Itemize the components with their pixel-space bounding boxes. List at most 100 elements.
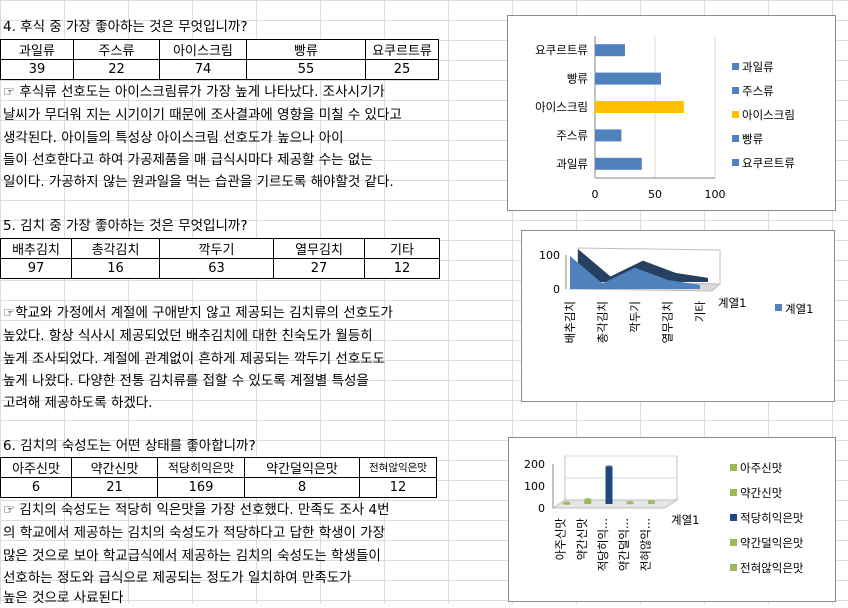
q6-header-2[interactable]: 적당히익은맛 [157,457,245,478]
q4-value-2[interactable]: 74 [159,59,247,80]
chart-kimchi[interactable]: 0 100 배추김치 총각김치 깍두기 열무김치 기타 계열1 계열1 [521,230,835,402]
x-tick-label: 0 [592,188,599,201]
bar-cap [605,465,613,469]
legend-swatch [730,564,737,571]
legend-swatch [732,87,739,94]
q4-para-1: 날씨가 무더워 지는 시기이기 때문에 조사결과에 영향을 미칠 수 있다고 [3,107,402,123]
category-label: 깍두기 [628,301,642,333]
q4-table: 과일류 주스류 아이스크림 빵류 요쿠르트류 39 22 74 55 25 [0,39,439,80]
q6-value-1[interactable]: 21 [71,477,158,498]
chart-ripeness[interactable]: 0 100 200 아주신맛 약간신맛 적당히익... 약간덜익... 전혀않익... 계열1 아… [508,437,836,602]
q4-header-2[interactable]: 아이스크림 [159,39,247,60]
q5-title: 5. 김치 중 가장 좋아하는 것은 무엇입니까? [3,218,248,234]
category-label: 주스류 [556,128,588,142]
bar-주스류 [595,129,622,142]
bar-cap [647,499,655,503]
q6-value-3[interactable]: 8 [244,477,360,498]
x-tick-label: 50 [648,188,662,201]
q6-header-3[interactable]: 약간덜익은맛 [244,457,360,478]
q5-header-1[interactable]: 총각김치 [71,238,160,259]
q5-value-1[interactable]: 16 [71,258,160,279]
q5-value-4[interactable]: 12 [364,258,440,279]
q4-header-4[interactable]: 요쿠르트류 [365,39,439,60]
q4-header-3[interactable]: 빵류 [246,39,366,60]
q5-header-4[interactable]: 기타 [364,238,440,259]
category-label: 기타 [693,301,707,323]
q5-para-4: 고려해 제공하도록 하겠다. [3,395,153,411]
q4-title: 4. 후식 중 가장 좋아하는 것은 무엇입니까? [3,19,248,35]
table-row: 배추김치 총각김치 깍두기 열무김치 기타 [0,238,440,259]
category-label: 배추김치 [563,301,577,343]
legend-swatch [730,514,737,521]
bar-빵류 [595,72,661,85]
category-label: 총각김치 [596,301,610,343]
legend-label: 아주신맛 [740,461,783,475]
table-row: 아주신맛 약간신맛 적당히익은맛 약간덜익은맛 전혀않익은맛 [0,457,437,478]
table-row: 39 22 74 55 25 [0,59,439,80]
legend-label: 주스류 [742,84,774,98]
y-tick-label: 0 [538,502,545,515]
q4-value-4[interactable]: 25 [365,59,439,80]
y-tick-label: 100 [539,249,560,262]
q5-para-3: 높게 나왔다. 다양한 전통 김치류를 접할 수 있도록 계절별 특성을 [3,373,369,389]
q5-table: 배추김치 총각김치 깍두기 열무김치 기타 97 16 63 27 12 [0,238,440,279]
q6-title: 6. 김치의 숙성도는 어떤 상태를 좋아합니까? [3,438,256,454]
q5-para-1: 높았다. 항상 식사시 제공되었던 배추김치에 대한 친숙도가 월등히 [3,328,373,344]
legend-swatch [775,304,782,311]
bar-과일류 [595,157,642,170]
q4-para-4: 일이다. 가공하지 않는 원과일을 먹는 습관을 기르도록 해야할것 같다. [3,174,394,190]
q5-value-3[interactable]: 27 [273,258,365,279]
category-label: 아이스크림 [535,100,588,114]
area-top [578,249,708,282]
q4-value-0[interactable]: 39 [0,59,74,80]
category-label: 약간신맛 [575,518,589,561]
depth-axis-label: 계열1 [671,513,699,527]
category-label: 적당히익... [596,518,610,571]
y-tick-label: 0 [553,283,560,296]
legend-label: 계열1 [785,302,813,316]
q4-value-1[interactable]: 22 [73,59,160,80]
bar-요쿠르트류 [595,44,625,57]
q5-para-0: ☞학교와 가정에서 계절에 구애받지 않고 제공되는 김치류의 선호도가 [3,305,393,321]
legend-label: 빵류 [742,132,763,146]
x-tick-label: 100 [705,188,726,201]
q6-header-1[interactable]: 약간신맛 [71,457,158,478]
q6-value-4[interactable]: 12 [359,477,437,498]
chart-dessert[interactable]: 과일류 주스류 아이스크림 빵류 요쿠르트류 0 50 100 과일류 주스류 아이스크림 빵류 요쿠르… [507,15,836,211]
area-series [570,256,700,289]
legend-label: 적당히익은맛 [740,511,804,525]
chart-kimchi-svg: 0 100 배추김치 총각김치 깍두기 열무김치 기타 계열1 계열1 [539,247,813,343]
q4-header-0[interactable]: 과일류 [0,39,74,60]
q4-value-3[interactable]: 55 [246,59,366,80]
category-label: 과일류 [556,157,588,171]
legend-swatch [732,159,739,166]
category-label: 요쿠르트류 [535,43,588,57]
q6-value-0[interactable]: 6 [0,477,72,498]
q4-header-1[interactable]: 주스류 [73,39,160,60]
q6-value-2[interactable]: 169 [157,477,245,498]
q5-header-2[interactable]: 깍두기 [159,238,274,259]
category-label: 빵류 [567,72,588,86]
q5-para-2: 높게 조사되었다. 계절에 관계없이 흔하게 제공되는 깍두기 선호도도 [3,351,386,367]
q5-header-3[interactable]: 열무김치 [273,238,365,259]
depth-axis-label: 계열1 [718,296,746,310]
legend-label: 약간덜익은맛 [740,536,804,550]
bar-아이스크림 [595,101,684,113]
q5-value-2[interactable]: 63 [159,258,274,279]
floor [551,499,679,509]
legend-swatch [730,464,737,471]
bar-cap [584,497,592,501]
q6-para-1: 의 학교에서 제공하는 김치의 숙성도가 적당하다고 답한 학생이 가장 [3,525,386,541]
table-row: 과일류 주스류 아이스크림 빵류 요쿠르트류 [0,39,439,60]
q4-para-0: ☞ 후식류 선호도는 아이스크림류가 가장 높게 나타났다. 조사시기가 [3,84,385,100]
q5-header-0[interactable]: 배추김치 [0,238,72,259]
q4-para-2: 생각된다. 아이들의 특성상 아이스크림 선호도가 높으나 아이 [3,130,344,146]
q6-header-0[interactable]: 아주신맛 [0,457,72,478]
legend-label: 약간신맛 [740,486,783,500]
q5-value-0[interactable]: 97 [0,258,72,279]
table-row: 6 21 169 8 12 [0,477,437,498]
q6-header-4[interactable]: 전혀않익은맛 [359,457,437,478]
q4-para-3: 들이 선호한다고 하여 가공제품을 매 급식시마다 제공할 수는 없는 [3,152,373,168]
q6-para-0: ☞ 김치의 숙성도는 적당히 익은맛을 가장 선호했다. 만족도 조사 4번 [3,502,390,518]
